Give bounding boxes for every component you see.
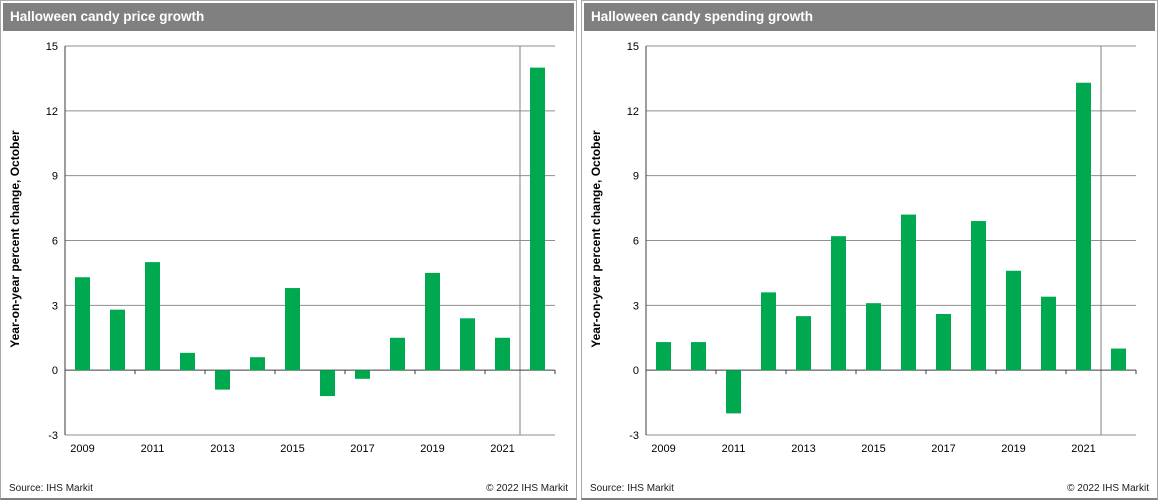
bar-2015	[866, 303, 881, 371]
x-tick-label: 2013	[791, 443, 815, 455]
bar-2020	[460, 318, 475, 371]
panel-candy-price-growth: Halloween candy price growth Year-on-yea…	[0, 0, 577, 500]
bar-2017	[355, 370, 370, 379]
y-tick-label: 6	[633, 236, 639, 248]
chart-title-spending: Halloween candy spending growth	[584, 3, 1155, 31]
bar-2012	[761, 292, 776, 371]
bar-2022	[530, 67, 545, 371]
bar-2018	[971, 221, 986, 371]
x-tick-label: 2011	[141, 443, 165, 455]
bar-chart-spending-growth: 15 12 9 6 3 0 -3 2009 2011 2013 2015 2017 2019 2021	[627, 41, 1137, 455]
bar-2009	[75, 277, 90, 371]
bar-2014	[250, 357, 265, 371]
x-tick-label: 2019	[1001, 443, 1025, 455]
bar-2012	[180, 352, 195, 371]
x-tick-label: 2021	[490, 443, 514, 455]
bar-2017	[936, 313, 951, 371]
y-tick-label: 3	[52, 300, 58, 312]
bar-2020	[1041, 296, 1056, 371]
x-tick-label: 2011	[722, 443, 746, 455]
x-tick-label: 2015	[280, 443, 304, 455]
x-tick-label: 2021	[1071, 443, 1095, 455]
y-tick-label: 9	[52, 171, 58, 183]
y-tick-label: 9	[633, 171, 639, 183]
bar-2022	[1111, 348, 1126, 371]
x-tick-label: 2009	[651, 443, 675, 455]
chart-body-spending: Year-on-year percent change, October 15 1…	[582, 33, 1157, 463]
panel-candy-spending-growth: Halloween candy spending growth Year-on-…	[581, 0, 1158, 500]
bar-2021	[1076, 82, 1091, 371]
copyright-note: © 2022 IHS Markit	[1067, 483, 1149, 494]
source-note: Source: IHS Markit	[9, 483, 93, 494]
panel-footer: Source: IHS Markit © 2022 IHS Markit	[9, 483, 568, 494]
x-tick-label: 2017	[350, 443, 374, 455]
bar-2010	[110, 309, 125, 371]
bar-2013	[215, 370, 230, 390]
x-tick-label: 2017	[931, 443, 955, 455]
chart-title-price: Halloween candy price growth	[3, 3, 574, 31]
y-axis-title: Year-on-year percent change, October	[8, 130, 22, 348]
y-tick-label: -3	[629, 430, 639, 442]
y-tick-label: 6	[52, 236, 58, 248]
bar-2009	[656, 342, 671, 371]
panel-footer: Source: IHS Markit © 2022 IHS Markit	[590, 483, 1149, 494]
x-tick-label: 2015	[861, 443, 885, 455]
bar-2019	[1006, 270, 1021, 371]
x-tick-label: 2019	[420, 443, 444, 455]
source-note: Source: IHS Markit	[590, 483, 674, 494]
chart-body-price: Year-on-year percent change, October 15 1…	[1, 33, 576, 463]
y-tick-label: 12	[46, 106, 58, 118]
bar-2021	[495, 337, 510, 371]
bar-chart-price-growth: 15 12 9 6 3 0 -3 2009 2011 2013 2015 2017 2019 2021	[46, 41, 556, 455]
y-tick-label: 3	[633, 300, 639, 312]
y-axis-title: Year-on-year percent change, October	[589, 130, 603, 348]
bar-2016	[320, 370, 335, 397]
bar-2015	[285, 288, 300, 371]
copyright-note: © 2022 IHS Markit	[486, 483, 568, 494]
bar-2016	[901, 214, 916, 371]
y-tick-label: 0	[52, 365, 58, 377]
y-tick-label: 0	[633, 365, 639, 377]
y-tick-label: -3	[48, 430, 58, 442]
y-tick-label: 12	[627, 106, 639, 118]
bar-2011	[726, 370, 741, 414]
bar-2018	[390, 337, 405, 371]
bar-2011	[145, 262, 160, 371]
x-tick-label: 2009	[70, 443, 94, 455]
y-tick-label: 15	[627, 41, 639, 53]
y-tick-label: 15	[46, 41, 58, 53]
bar-2010	[691, 342, 706, 371]
bar-2014	[831, 236, 846, 371]
x-tick-label: 2013	[210, 443, 234, 455]
bar-2019	[425, 272, 440, 371]
bar-2013	[796, 316, 811, 371]
